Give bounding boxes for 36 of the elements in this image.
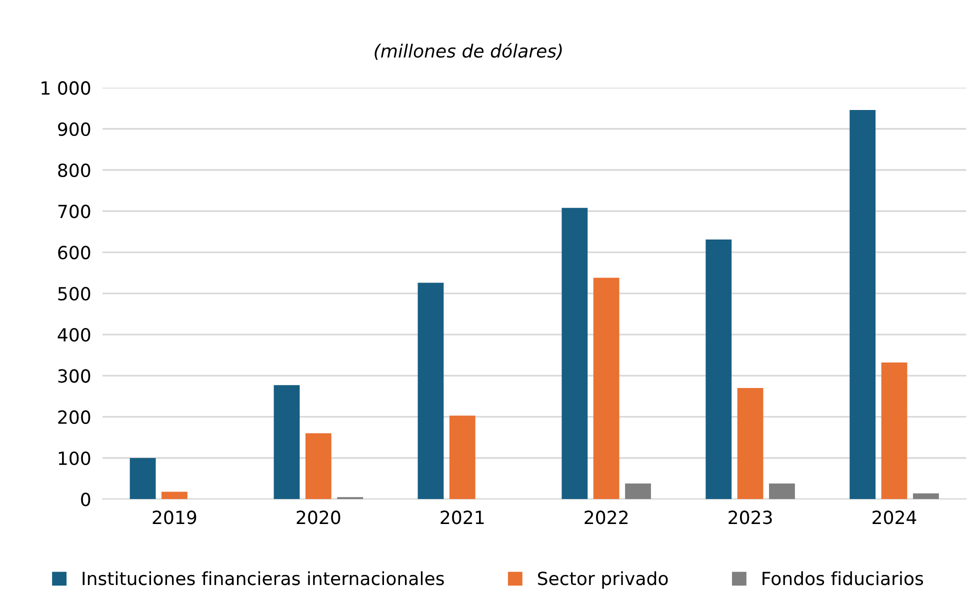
x-tick-label: 2021: [440, 510, 484, 524]
x-tick-label: 2020: [296, 510, 340, 524]
bar: [162, 492, 188, 500]
bar: [881, 362, 908, 500]
bar: [850, 110, 876, 500]
bar: [562, 208, 588, 500]
bar: [449, 416, 476, 500]
x-tick-label: 2024: [872, 510, 916, 524]
chart-subtitle: (millones de dólares): [374, 43, 562, 60]
y-tick-label: 500: [58, 286, 90, 301]
legend-label: Sector privado: [538, 571, 668, 589]
legend-label: Instituciones financieras internacionales: [82, 571, 444, 586]
x-tick-label: 2022: [584, 510, 628, 524]
y-tick-label: 100: [58, 451, 90, 466]
legend-label: Fondos fiduciarios: [762, 571, 924, 586]
y-tick-label: 900: [58, 122, 90, 136]
x-tick-label: 2023: [728, 510, 772, 524]
y-tick-label: 300: [58, 369, 90, 383]
bar: [274, 385, 300, 500]
bar: [737, 388, 764, 500]
y-tick-label: 1 000: [42, 81, 90, 95]
y-tick-label: 0: [81, 492, 90, 506]
bar: [706, 240, 732, 500]
x-tick-label: 2019: [152, 510, 196, 524]
bar: [130, 458, 156, 500]
bar: [769, 483, 795, 500]
bar: [625, 483, 651, 500]
bar: [912, 493, 939, 500]
bar: [305, 433, 332, 500]
bar: [418, 282, 444, 500]
y-tick-label: 400: [58, 328, 90, 342]
y-tick-label: 600: [58, 246, 90, 260]
y-tick-label: 800: [58, 163, 90, 178]
y-tick-label: 200: [58, 410, 90, 424]
bar: [593, 278, 620, 500]
y-tick-label: 700: [58, 204, 90, 218]
